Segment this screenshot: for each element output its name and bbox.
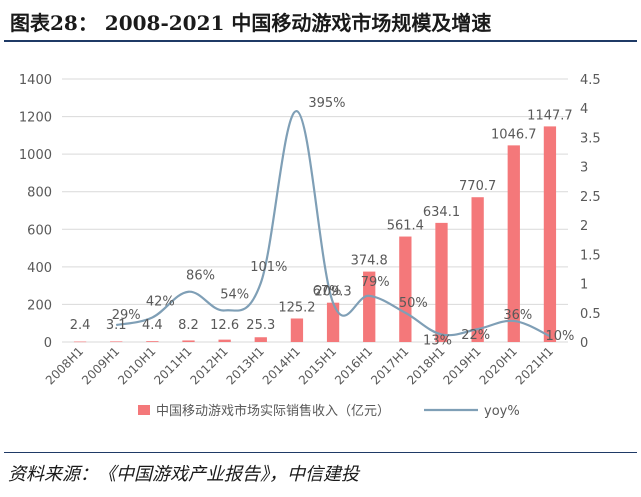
bar-value-label: 770.7 [459, 179, 496, 194]
left-tick-label: 800 [27, 186, 52, 201]
yoy-value-label: 101% [250, 260, 287, 275]
left-tick-label: 1400 [19, 73, 52, 88]
bar [435, 222, 448, 342]
left-tick-label: 1000 [19, 148, 52, 163]
bar [471, 197, 484, 342]
yoy-value-label: 395% [308, 96, 345, 111]
right-tick-label: 2 [580, 219, 588, 234]
bar-value-label: 1147.7 [527, 108, 573, 123]
bar [110, 341, 123, 343]
bar-value-label: 561.4 [387, 219, 424, 234]
left-tick-label: 1200 [19, 111, 52, 126]
left-axis-ticks: 0 200 400 600 800 1000 1200 1400 [19, 73, 52, 351]
bar [73, 341, 87, 343]
bar-value-label: 12.6 [210, 318, 239, 333]
x-tick-label: 2009H1 [79, 344, 122, 387]
x-tick-label: 2016H1 [332, 344, 375, 387]
legend: 中国移动游戏市场实际销售收入（亿元） yoy% [138, 403, 520, 419]
yoy-value-label: 67% [313, 284, 342, 299]
bar [326, 302, 340, 342]
footer-divider [4, 452, 637, 453]
line-series [115, 110, 551, 338]
yoy-line [115, 110, 551, 338]
bar [218, 339, 231, 342]
left-tick-label: 600 [27, 223, 52, 238]
x-tick-label: 2017H1 [368, 344, 411, 387]
title-divider [4, 40, 637, 42]
bar [290, 318, 304, 342]
legend-label-bar: 中国移动游戏市场实际销售收入（亿元） [156, 403, 390, 419]
bar-series [73, 126, 557, 343]
bar-value-label: 8.2 [178, 318, 199, 333]
right-tick-label: 0.5 [580, 307, 601, 322]
line-data-labels: 29% 42% 86% 54%101% 395% 67% 79% 50% 13% 22% 36% 10… [112, 96, 575, 348]
source-note: 资料来源：《中国游戏产业报告》，中信建投 [8, 464, 359, 485]
right-tick-label: 1.5 [580, 248, 601, 263]
yoy-value-label: 22% [461, 328, 490, 343]
yoy-value-label: 36% [503, 308, 532, 323]
x-tick-label: 2021H1 [513, 344, 556, 387]
right-tick-label: 4.5 [580, 73, 601, 88]
x-tick-label: 2018H1 [404, 344, 447, 387]
right-tick-label: 1 [580, 278, 588, 293]
left-tick-label: 400 [27, 261, 52, 276]
x-tick-label: 2015H1 [296, 344, 339, 387]
x-tick-label: 2013H1 [224, 344, 267, 387]
bar-value-label: 25.3 [246, 318, 275, 333]
yoy-value-label: 13% [423, 333, 452, 348]
yoy-value-label: 54% [220, 287, 249, 302]
chart-title: 图表28： 2008-2021 中国移动游戏市场规模及增速 [10, 11, 492, 35]
x-axis-ticks: 2008H12009H12010H12011H12012H12013H12014… [43, 344, 556, 387]
x-tick-label: 2010H1 [115, 344, 158, 387]
right-tick-label: 4 [580, 102, 588, 117]
title-bar: 图表28： 2008-2021 中国移动游戏市场规模及增速 [4, 4, 637, 42]
right-tick-label: 2.5 [580, 190, 601, 205]
bar-value-label: 4.4 [142, 318, 163, 333]
legend-swatch-bar [138, 405, 150, 415]
yoy-value-label: 79% [361, 275, 390, 290]
right-axis-ticks: 0 0.5 1 1.5 2 2.5 3 3.5 4 4.5 [580, 73, 601, 351]
bar [254, 337, 267, 342]
yoy-value-label: 86% [186, 269, 215, 284]
x-tick-label: 2019H1 [440, 344, 483, 387]
bar-value-label: 2.4 [70, 318, 91, 333]
yoy-value-label: 10% [545, 329, 574, 344]
x-tick-label: 2020H1 [477, 344, 520, 387]
x-tick-label: 2012H1 [187, 344, 230, 387]
chart-area: 0 200 400 600 800 1000 1200 1400 0 0.5 1 1.5 2 2.5 3 3… [0, 40, 641, 450]
bar-value-label: 374.8 [351, 254, 388, 269]
x-tick-label: 2014H1 [260, 344, 303, 387]
yoy-value-label: 29% [112, 308, 141, 323]
bar [182, 340, 195, 342]
bar [363, 271, 376, 342]
legend-label-line: yoy% [484, 404, 520, 419]
yoy-value-label: 42% [146, 294, 175, 309]
bar [146, 341, 159, 342]
bar [543, 126, 557, 342]
bar-value-label: 125.2 [278, 300, 315, 315]
bar-value-label: 209.3 [314, 285, 351, 300]
bar-value-label: 634.1 [423, 205, 460, 220]
bar [399, 236, 412, 342]
bar-value-label: 3.1 [106, 318, 127, 333]
yoy-value-label: 50% [399, 296, 428, 311]
bar-value-label: 1046.7 [491, 127, 537, 142]
left-tick-label: 0 [44, 336, 52, 351]
left-tick-label: 200 [27, 298, 52, 313]
bar [507, 145, 520, 342]
right-tick-label: 3 [580, 161, 588, 176]
right-tick-label: 3.5 [580, 131, 601, 146]
combo-chart: 0 200 400 600 800 1000 1200 1400 0 0.5 1 1.5 2 2.5 3 3… [19, 73, 601, 419]
right-tick-label: 0 [580, 336, 588, 351]
x-tick-label: 2011H1 [151, 344, 194, 387]
